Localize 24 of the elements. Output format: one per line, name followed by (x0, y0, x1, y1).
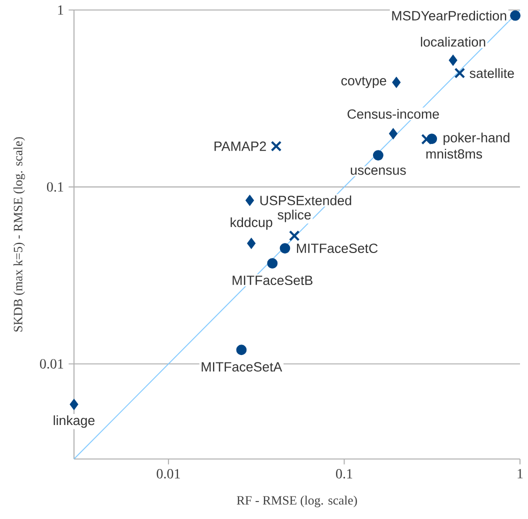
annotation: covtype (341, 76, 386, 88)
y-tick-label: 1 (58, 5, 64, 15)
annotation: satellite (470, 68, 514, 78)
annotation: mnist8ms (426, 148, 482, 159)
y-axis-title: SKDB (max k=5) - RMSE (log. scale) (13, 137, 25, 332)
x-tick-label: 0.1 (336, 469, 352, 479)
y-tick-label: 0.01 (40, 359, 64, 369)
x-axis-title: RF - RMSE (log. scale) (236, 496, 357, 508)
annotation: kddcup (230, 217, 272, 230)
y-tick-label: 0.1 (46, 182, 64, 192)
annotation: MITFaceSetA (202, 362, 282, 372)
annotation: USPSExtended (260, 195, 352, 206)
annotation: localization (420, 36, 486, 47)
x-tick-label: 1 (518, 469, 523, 478)
annotation: MITFaceSetB (232, 276, 312, 286)
annotation: MSDYearPrediction (392, 10, 506, 20)
x-tick-label: 0.01 (156, 469, 180, 479)
annotation: uscensus (350, 168, 406, 175)
annotation: linkage (54, 415, 95, 428)
annotation: MITFaceSetC (296, 244, 378, 254)
annotation: poker-hand (444, 132, 510, 146)
annotation: splice (278, 210, 311, 222)
annotation: Census-income (348, 108, 439, 119)
annotation: PAMAP2 (214, 142, 266, 151)
